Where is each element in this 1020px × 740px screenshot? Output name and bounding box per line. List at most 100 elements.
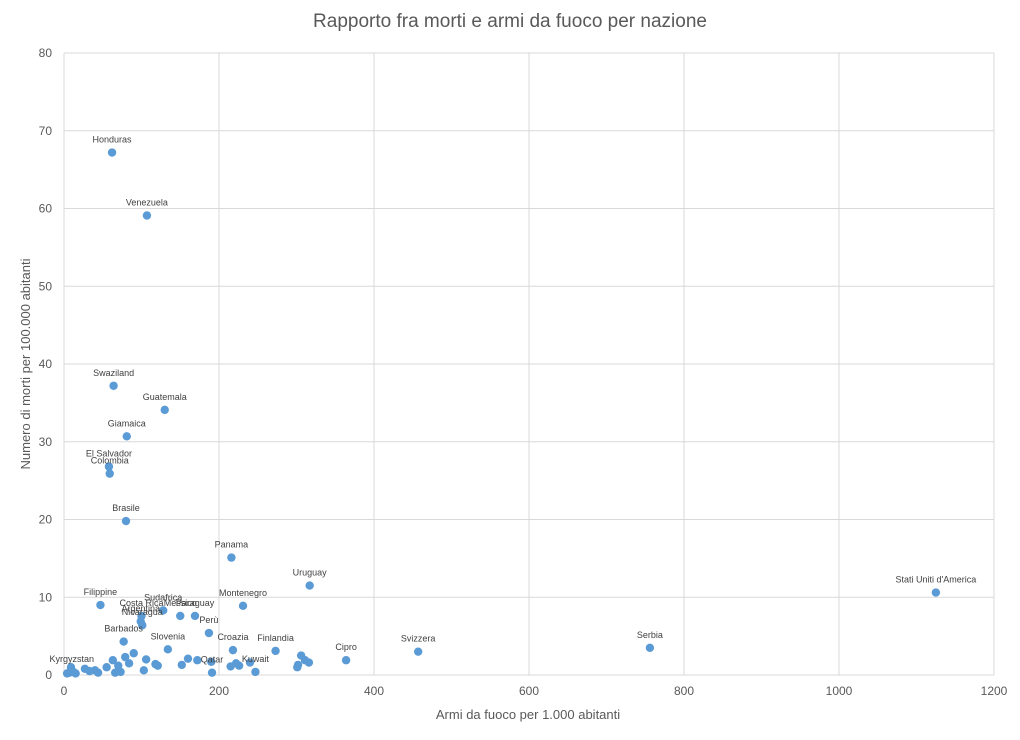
y-tick-label: 80 xyxy=(39,46,53,60)
point-label: Uruguay xyxy=(293,568,328,578)
y-tick-label: 10 xyxy=(39,590,53,604)
point-label: Croazia xyxy=(217,632,248,642)
point-label: Guatemala xyxy=(143,392,187,402)
scatter-point xyxy=(71,669,80,678)
scatter-point xyxy=(160,405,169,415)
scatter-point xyxy=(129,649,138,658)
scatter-point xyxy=(193,656,202,665)
y-tick-label: 50 xyxy=(39,279,53,293)
scatter-point xyxy=(293,660,303,670)
scatter-point xyxy=(119,637,128,646)
scatter-point xyxy=(183,654,193,663)
scatter-point xyxy=(204,628,214,638)
x-axis-title: Armi da fuoco per 1.000 abitanti xyxy=(436,707,620,722)
x-tick-label: 0 xyxy=(61,684,68,698)
axis-ticks: 0 200 400 600 800 1000 1200 0 10 20 30 40 50 60 70 80 xyxy=(39,46,1008,698)
scatter-point xyxy=(207,657,216,666)
x-tick-label: 800 xyxy=(674,684,694,698)
scatter-point xyxy=(228,645,238,655)
point-label: Filippine xyxy=(84,587,118,597)
y-tick-label: 70 xyxy=(39,124,53,138)
scatter-points xyxy=(62,148,941,678)
point-label: Brasile xyxy=(112,503,140,513)
scatter-point xyxy=(141,655,151,664)
point-label: Montenegro xyxy=(219,588,267,598)
scatter-point xyxy=(207,668,217,677)
scatter-point xyxy=(108,656,118,665)
scatter-point xyxy=(121,652,130,662)
chart-title: Rapporto fra morti e armi da fuoco per n… xyxy=(313,11,707,32)
scatter-point xyxy=(245,658,255,667)
scatter-point xyxy=(159,606,168,615)
y-tick-label: 20 xyxy=(39,513,53,527)
point-label: Finlandia xyxy=(257,633,294,643)
x-tick-label: 400 xyxy=(364,684,384,698)
scatter-point xyxy=(238,601,248,611)
scatter-point xyxy=(177,660,186,670)
point-label: Barbados xyxy=(104,624,143,634)
scatter-point xyxy=(104,462,114,471)
x-tick-label: 600 xyxy=(519,684,539,698)
scatter-point xyxy=(105,469,114,478)
point-label: Cipro xyxy=(335,642,357,652)
point-label: Kuwait xyxy=(242,654,270,664)
point-label: Swaziland xyxy=(93,368,134,378)
x-tick-label: 200 xyxy=(209,684,229,698)
scatter-point xyxy=(645,643,655,652)
point-label: Paraguay xyxy=(176,598,215,608)
scatter-point xyxy=(190,611,200,621)
y-tick-label: 60 xyxy=(39,202,53,216)
scatter-point xyxy=(251,667,260,677)
scatter-point xyxy=(142,211,152,220)
scatter-point xyxy=(121,516,131,526)
point-label: Sudafrica xyxy=(144,592,182,602)
scatter-point xyxy=(138,621,147,630)
point-label: Messico xyxy=(164,598,197,608)
point-label: Venezuela xyxy=(126,197,168,207)
point-label: Argentina xyxy=(121,603,160,613)
point-label: Kyrgyzstan xyxy=(49,654,94,664)
scatter-point xyxy=(107,148,117,157)
scatter-point xyxy=(139,666,149,675)
y-tick-label: 40 xyxy=(39,357,53,371)
point-label: Qatar xyxy=(201,655,224,665)
point-label: Slovenia xyxy=(151,631,186,641)
y-tick-label: 30 xyxy=(39,435,53,449)
scatter-point xyxy=(102,663,111,672)
point-label: Colombia xyxy=(91,456,129,466)
scatter-point xyxy=(93,668,103,677)
point-label: Stati Uniti d'America xyxy=(896,575,977,585)
scatter-point xyxy=(116,667,125,677)
y-tick-label: 0 xyxy=(45,668,52,682)
scatter-point xyxy=(341,656,351,665)
point-label: Honduras xyxy=(93,135,133,145)
point-label: Perù xyxy=(199,615,218,625)
scatter-point xyxy=(413,647,423,656)
point-label: Giamaica xyxy=(108,418,146,428)
x-tick-label: 1200 xyxy=(981,684,1008,698)
point-label: Svizzera xyxy=(401,634,436,644)
scatter-point xyxy=(124,659,134,668)
scatter-point xyxy=(271,646,280,656)
scatter-point xyxy=(305,581,314,590)
scatter-point xyxy=(163,645,173,654)
point-label: El Salvador xyxy=(86,449,132,459)
scatter-point xyxy=(96,600,105,610)
point-label: Costa Rica xyxy=(119,598,163,608)
scatter-point xyxy=(931,588,941,597)
scatter-point xyxy=(109,381,118,390)
scatter-point xyxy=(234,661,244,670)
point-labels: Honduras Venezuela Swaziland Guatemala Giama… xyxy=(49,135,976,665)
gridlines xyxy=(63,52,995,676)
point-label: Nicaragua xyxy=(122,607,163,617)
scatter-point xyxy=(122,432,131,441)
scatter-point xyxy=(153,661,162,670)
x-tick-label: 1000 xyxy=(826,684,853,698)
y-axis-title: Numero di morti per 100.000 abitanti xyxy=(18,258,33,469)
scatter-point xyxy=(176,611,185,621)
scatter-point xyxy=(304,658,314,667)
point-label: Serbia xyxy=(637,630,663,640)
point-label: Panama xyxy=(215,540,249,550)
